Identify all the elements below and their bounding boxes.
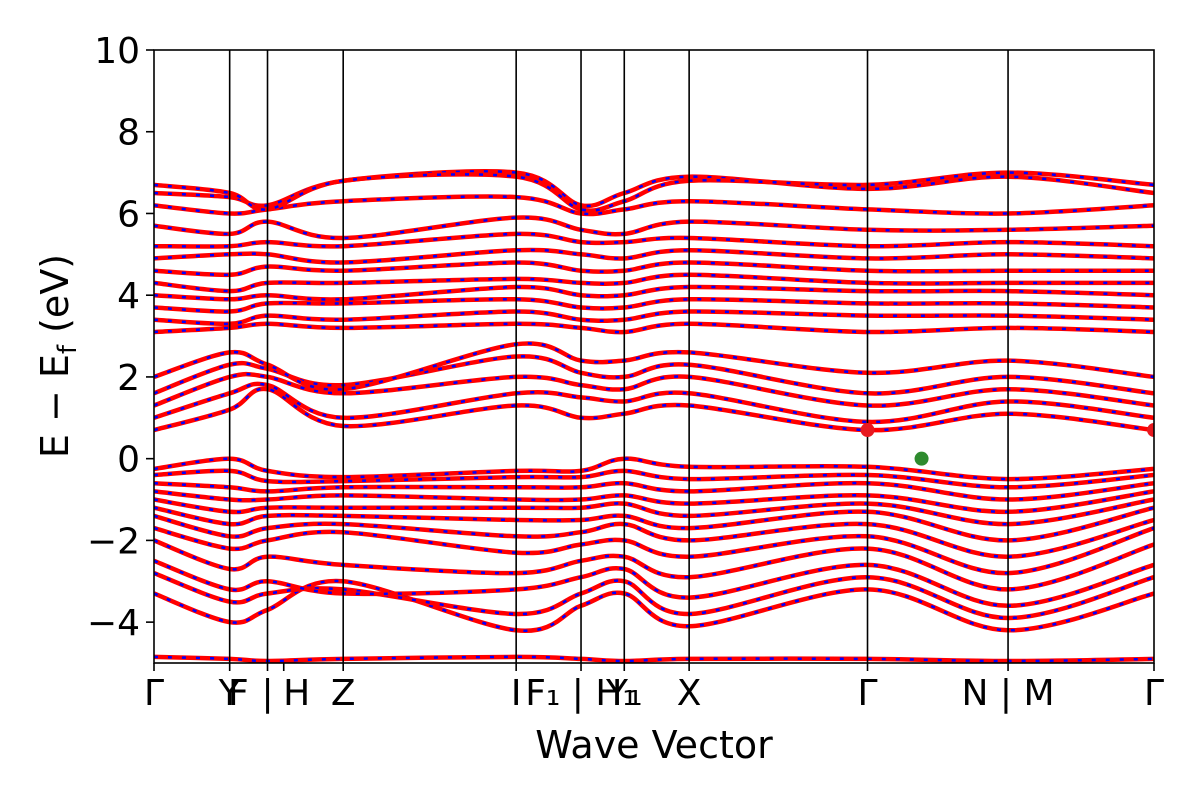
y-tick-label: 6 xyxy=(117,194,140,235)
plot-frame xyxy=(153,49,1155,664)
x-tick-label: I xyxy=(511,673,522,714)
band-up-26 xyxy=(154,215,1154,241)
band-up-25 xyxy=(154,231,1154,249)
extremum-marker-0 xyxy=(860,423,875,438)
y-axis-label: E − Ef (eV) xyxy=(33,254,83,458)
x-tick-label: F xyxy=(228,673,249,714)
x-tick-label: N | M xyxy=(962,673,1055,714)
extremum-marker-2 xyxy=(914,451,929,466)
extrema-markers xyxy=(860,423,1154,466)
x-tick-label: Z xyxy=(331,673,356,714)
y-tick-label: 8 xyxy=(117,113,140,154)
band-up-18 xyxy=(154,321,1154,335)
band-up-4 xyxy=(154,538,1154,592)
band-up-3 xyxy=(154,558,1154,609)
x-tick-label: Γ xyxy=(857,673,877,714)
y-tick-label: 4 xyxy=(117,276,140,317)
x-tick-label: X xyxy=(677,673,702,714)
band-up-21 xyxy=(154,284,1154,302)
x-tick-label: | xyxy=(261,673,273,714)
band-down-3 xyxy=(154,559,1154,608)
y-axis-ticks: −4 −2 0 2 4 6 8 10 xyxy=(87,31,154,644)
band-up-27 xyxy=(154,194,1154,217)
band-down-6 xyxy=(154,514,1154,558)
y-tick-label: 2 xyxy=(117,358,140,399)
band-up-0 xyxy=(154,654,1154,663)
y-tick-label: 0 xyxy=(117,440,140,481)
band-up-24 xyxy=(154,247,1154,265)
y-tick-label: 10 xyxy=(94,31,140,72)
extremum-marker-1 xyxy=(1147,423,1154,438)
band-down-2 xyxy=(154,571,1154,620)
y-tick-label: −2 xyxy=(87,521,140,562)
band-down-4 xyxy=(154,539,1154,591)
band-up-23 xyxy=(154,260,1154,278)
band-up-20 xyxy=(154,296,1154,314)
x-tick-label: Γ xyxy=(1144,673,1164,714)
x-tick-label: Y xyxy=(218,673,242,714)
band-down-15 xyxy=(154,372,1154,407)
band-down-5 xyxy=(154,526,1154,575)
x-tick-label: F₁ | H₁ xyxy=(525,673,637,714)
x-tick-label: Γ xyxy=(144,673,164,714)
x-tick-label: H xyxy=(283,673,310,714)
x-tick-label: Y₁ xyxy=(605,673,642,714)
band-up-19 xyxy=(154,309,1154,327)
band-down-13 xyxy=(154,387,1154,432)
kpoint-lines xyxy=(228,50,1009,663)
y-tick-label: −4 xyxy=(87,603,140,644)
x-axis-label: Wave Vector xyxy=(535,723,773,767)
bands-group xyxy=(154,169,1154,663)
band-up-2 xyxy=(154,570,1154,621)
